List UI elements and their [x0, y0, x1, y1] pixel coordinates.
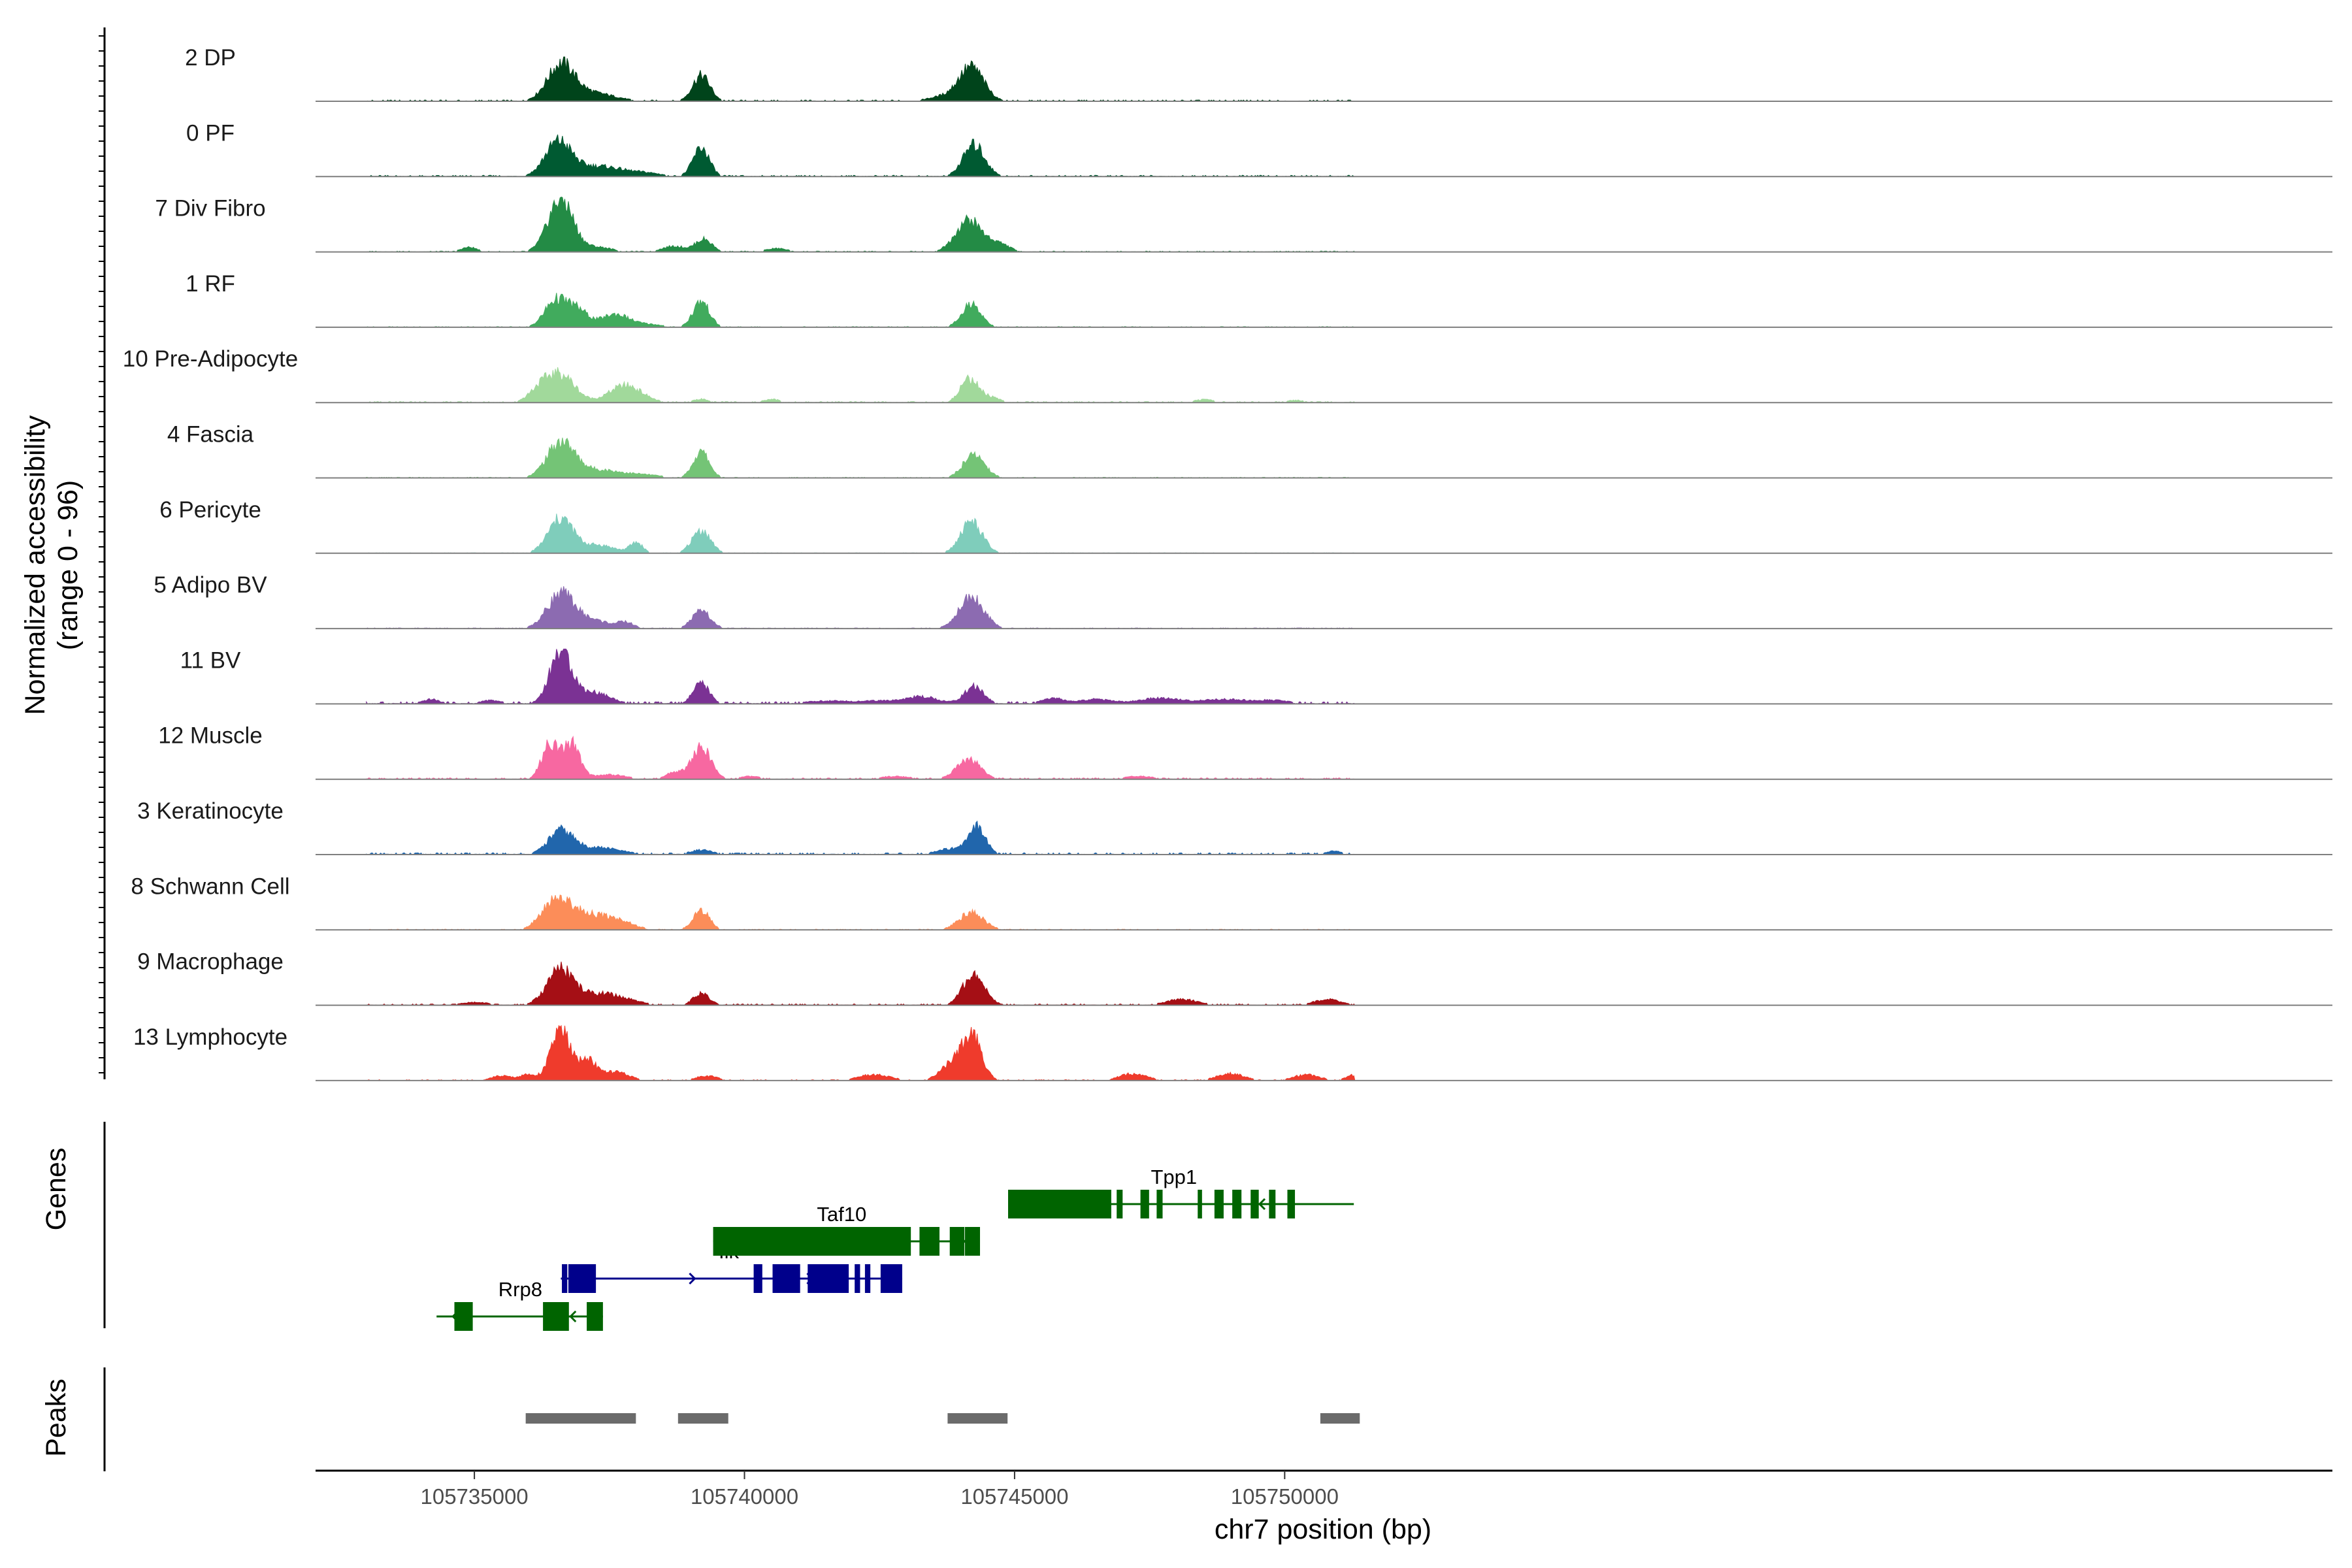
track-label: 4 Fascia: [167, 422, 254, 448]
exon: [1214, 1190, 1224, 1218]
exon: [568, 1264, 596, 1293]
track-6: 6 Pericyte: [159, 497, 2332, 554]
track-4: 10 Pre-Adipocyte: [123, 346, 2332, 404]
track-label: 13 Lymphocyte: [133, 1024, 287, 1050]
y-axis-title: Normalized accessibility: [20, 415, 51, 715]
track-8: 11 BV: [180, 647, 2332, 705]
gene-label: Taf10: [817, 1203, 866, 1226]
exon: [1269, 1190, 1276, 1218]
strand-arrow: [689, 1272, 696, 1285]
genes-track-title: Genes: [41, 1148, 72, 1231]
x-tick-label: 105735000: [420, 1484, 528, 1509]
peak-region: [678, 1413, 728, 1424]
exon: [1008, 1190, 1111, 1218]
exon: [808, 1264, 849, 1293]
peaks-track: Peaks: [41, 1367, 1360, 1471]
track-11: 8 Schwann Cell: [131, 874, 2332, 931]
gene-taf10: Taf10: [713, 1203, 981, 1256]
track-9: 12 Muscle: [158, 723, 2332, 780]
track-label: 0 PF: [186, 120, 235, 146]
track-12: 9 Macrophage: [137, 949, 2332, 1006]
x-axis-title: chr7 position (bp): [1215, 1514, 1431, 1545]
exon: [880, 1264, 902, 1293]
exon: [454, 1302, 473, 1331]
exon: [543, 1302, 569, 1331]
x-tick-label: 105745000: [960, 1484, 1068, 1509]
track-label: 5 Adipo BV: [154, 572, 267, 598]
x-tick-label: 105740000: [691, 1484, 798, 1509]
exon: [864, 1264, 871, 1293]
strand-arrow: [569, 1310, 577, 1323]
track-0: 2 DP: [185, 45, 2332, 102]
track-label: 10 Pre-Adipocyte: [123, 346, 298, 372]
coverage-tracks: 2 DP 0 PF 7 Div Fibro 1 RF 10 Pre-Adipocyte 4…: [123, 45, 2332, 1081]
exon: [1250, 1190, 1259, 1218]
exon: [1232, 1190, 1242, 1218]
track-label: 12 Muscle: [158, 723, 263, 749]
peak-region: [947, 1413, 1008, 1424]
gene-tpp1: Tpp1: [1008, 1166, 1354, 1218]
exon: [855, 1264, 860, 1293]
y-axis: Normalized accessibility (range 0 - 96): [20, 27, 106, 1079]
track-label: 2 DP: [185, 45, 236, 71]
track-label: 6 Pericyte: [159, 497, 261, 523]
track-label: 3 Keratinocyte: [137, 798, 284, 824]
exon: [1198, 1190, 1202, 1218]
peak-region: [525, 1413, 636, 1424]
x-axis: chr7 position (bp) 105735000 105740000 105…: [316, 1469, 2332, 1545]
track-label: 9 Macrophage: [137, 949, 284, 975]
gene-label: Tpp1: [1151, 1166, 1198, 1188]
peaks-track-title: Peaks: [41, 1379, 72, 1457]
track-2: 7 Div Fibro: [155, 196, 2332, 253]
track-1: 0 PF: [186, 120, 2332, 178]
exon: [753, 1264, 762, 1293]
genes-track: Genes Rrp8 Ilk Taf10 Tpp1: [41, 1122, 1354, 1331]
track-label: 1 RF: [186, 271, 235, 297]
track-label: 7 Div Fibro: [155, 196, 265, 221]
exon: [919, 1227, 939, 1256]
exon: [713, 1227, 911, 1256]
track-label: 8 Schwann Cell: [131, 874, 289, 899]
track-7: 5 Adipo BV: [154, 572, 2332, 630]
track-13: 13 Lymphocyte: [133, 1024, 2332, 1081]
y-axis-range: (range 0 - 96): [52, 480, 84, 651]
x-tick-label: 105750000: [1231, 1484, 1339, 1509]
coverage-area: [366, 648, 1356, 705]
track-5: 4 Fascia: [167, 422, 2332, 479]
exon: [1156, 1190, 1163, 1218]
exon: [562, 1264, 568, 1293]
track-3: 1 RF: [186, 271, 2332, 328]
peak-region: [1320, 1413, 1360, 1424]
exon: [1287, 1190, 1296, 1218]
exon: [1117, 1190, 1123, 1218]
gene-label: Rrp8: [498, 1278, 542, 1301]
track-10: 3 Keratinocyte: [137, 798, 2332, 855]
coverage-area: [366, 56, 1355, 102]
strand-arrow: [1258, 1198, 1266, 1211]
gene-ilk: Ilk: [561, 1240, 902, 1293]
track-label: 11 BV: [180, 647, 241, 673]
exon: [587, 1302, 603, 1331]
exon: [772, 1264, 800, 1293]
exon: [964, 1227, 981, 1256]
gene-rrp8: Rrp8: [436, 1278, 603, 1331]
exon: [1140, 1190, 1149, 1218]
exon: [949, 1227, 965, 1256]
